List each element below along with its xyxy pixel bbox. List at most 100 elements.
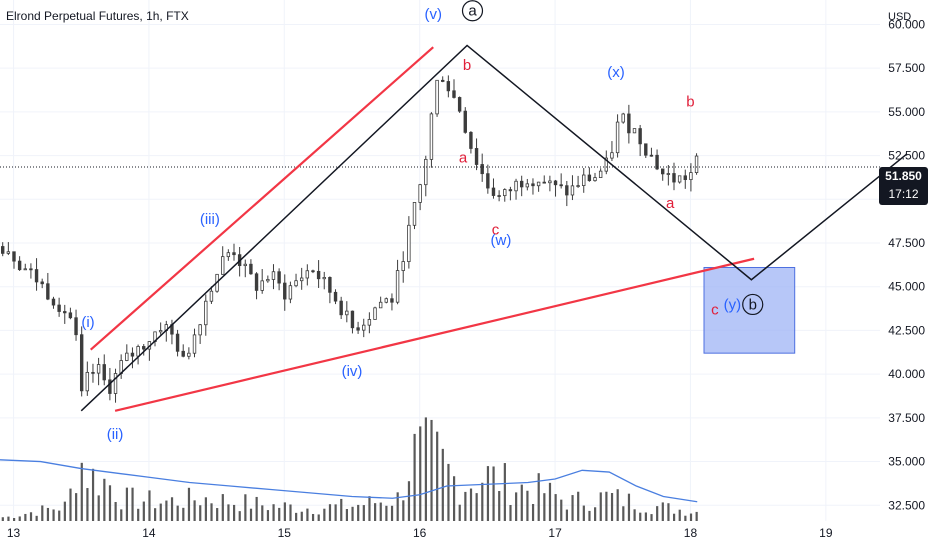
x-tick-label: 19 [819,526,833,540]
upper-channel-line[interactable] [89,46,434,351]
price-axis[interactable]: USD 32.500 35.000 37.500 40.000 42.500 45.000 4… [888,11,925,512]
wave-label: (iv) [342,363,363,380]
candle [119,354,123,379]
wave-label: c [711,302,719,319]
volume-bar [650,514,653,521]
volume-bar [278,507,281,521]
wave-path-line[interactable] [80,44,908,412]
candle [514,178,518,200]
volume-bar [543,493,546,521]
candle [288,281,293,304]
candle [486,164,490,194]
candle [328,276,332,304]
volume-bar [554,494,557,521]
volume-bar [328,504,332,521]
volume-bar [221,494,224,521]
chart-title: Elrond Perpetual Futures, 1h, FTX [6,9,189,23]
volume-bar [334,504,337,521]
volume-bar [475,493,478,521]
volume-bar [678,509,681,521]
volume-bar [616,489,619,521]
volume-bar [430,419,433,521]
candle [373,306,377,320]
volume-bar [12,518,16,521]
candle [446,75,451,98]
candle [96,357,101,386]
candle [46,272,50,301]
candle [644,143,648,158]
candle [68,307,73,320]
candle [79,326,84,397]
volume-bar [69,488,72,521]
candle [266,275,270,283]
volume-bar [272,504,275,521]
last-price-value: 51.850 [885,169,922,183]
wave-label: (i) [81,314,94,331]
volume-bar [165,500,168,521]
candle [452,79,456,99]
time-axis[interactable]: 13 14 15 16 17 18 19 [7,526,833,540]
volume-bar [588,510,591,521]
wave-label: (y) [724,296,742,313]
volume-bar [63,501,66,521]
wave-label-circle [461,0,484,22]
candle [367,312,372,334]
volume-bar [345,509,349,521]
lower-trendline[interactable] [114,257,755,412]
candle [424,155,428,197]
volume-bar [29,512,33,521]
target-box[interactable] [703,266,796,354]
candle [463,107,467,134]
volume-bar [317,514,320,521]
volume-bar [571,495,574,521]
volume-bar [396,492,399,521]
volume-bar [385,505,388,521]
candle [249,259,253,275]
volume-bar [193,500,196,521]
candle [142,344,146,356]
candle [271,264,276,290]
volume-bar [249,508,253,521]
candle [627,104,631,144]
candle [57,297,61,317]
x-tick-label: 13 [7,526,21,540]
wave-label: b [463,57,471,74]
volume-moving-average-line [0,459,698,503]
candle [294,273,298,288]
candle [1,242,5,257]
candle [638,124,642,157]
candle [378,296,383,309]
x-tick-label: 14 [142,526,156,540]
candle [277,268,281,291]
candle [192,328,197,358]
volume-bar [232,504,236,521]
volume-bar [441,448,444,521]
volume-bar [24,513,27,521]
candle [632,128,637,134]
currency-label: USD [888,11,911,23]
candle [610,141,614,162]
volume-bar [170,497,174,521]
candle [260,269,264,294]
volume-bar [159,503,162,521]
volume-bar [238,511,241,521]
volume-bar [667,503,670,521]
candle [694,153,699,175]
candle [29,263,33,279]
candle [254,272,259,300]
candle [559,173,563,189]
candle [598,168,603,178]
wave-annotations[interactable] [80,44,908,412]
volume-bar [1,517,4,521]
volume-bar [407,481,411,521]
volume-bar [436,431,439,521]
candle [469,131,473,154]
volume-bar [137,508,140,521]
volume-bar [560,499,563,521]
candle [181,344,185,358]
candle [125,344,129,362]
wave-label: c [492,221,500,238]
y-tick-label: 37.500 [888,411,925,425]
volume-bar [216,508,219,521]
